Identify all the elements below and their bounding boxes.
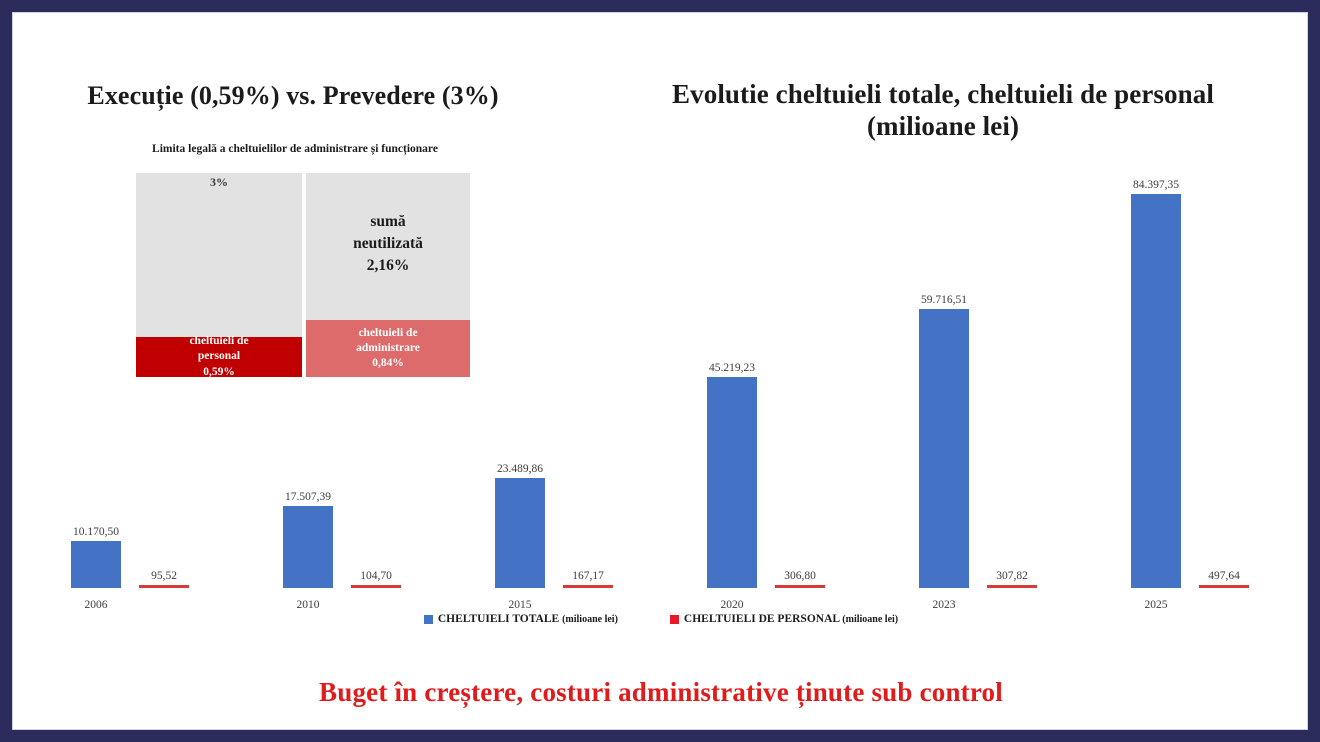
- left-panel-title: Execuție (0,59%) vs. Prevedere (3%): [87, 81, 499, 110]
- bar-personal-label-2006: 95,52: [151, 570, 177, 582]
- bar-group-2015: 23.489,86 167,17 2015: [451, 143, 663, 613]
- bar-personal-label-2015: 167,17: [572, 570, 604, 582]
- legend-swatch-icon: [423, 614, 433, 624]
- bar-total-2006[interactable]: [71, 540, 121, 588]
- bar-group-2020: 45.219,23 306,80 2020: [663, 143, 875, 613]
- mosaic-unused-line1: sumă: [370, 213, 406, 230]
- mosaic-block-administration: cheltuieli de administrare 0,84%: [306, 319, 470, 377]
- bar-personal-label-2023: 307,82: [996, 570, 1028, 582]
- mosaic-limit-label: 3%: [210, 175, 228, 189]
- mosaic-block-admin-line1: cheltuieli de: [358, 326, 418, 339]
- bar-personal-label-2010: 104,70: [360, 570, 392, 582]
- bar-total-label-2023: 59.716,51: [921, 294, 967, 307]
- bar-total-label-2015: 23.489,86: [497, 463, 543, 476]
- mosaic-block-personal-value: 0,59%: [203, 365, 235, 378]
- bar-total-label-2020: 45.219,23: [709, 361, 755, 374]
- legend-unit: (milioane lei): [842, 614, 899, 625]
- bar-total-2010[interactable]: [283, 506, 333, 588]
- mosaic-unused-value: 2,16%: [366, 257, 410, 274]
- bar-total-label-2025: 84.397,35: [1133, 179, 1179, 192]
- right-panel-title: Evolutie cheltuieli totale, cheltuieli d…: [603, 79, 1283, 143]
- mosaic-unused-line2: neutilizată: [353, 235, 423, 252]
- axis-category-2015: 2015: [508, 599, 532, 611]
- legend-item-total[interactable]: CHELTUIELI TOTALE (milioane lei): [423, 613, 618, 625]
- mosaic-column-administration: sumă neutilizată 2,16% cheltuieli de adm…: [306, 173, 470, 377]
- bar-personal-2015[interactable]: [563, 585, 613, 588]
- bar-personal-2025[interactable]: [1199, 585, 1249, 588]
- bar-personal-label-2020: 306,80: [784, 570, 816, 582]
- bar-chart-plot-area: 10.170,50 95,52 2006 17.507,39 104,70 2010 23.…: [27, 143, 1297, 613]
- bar-total-2023[interactable]: [919, 309, 969, 588]
- right-panel-title-line1: Evolutie cheltuieli totale, cheltuieli d…: [672, 79, 1214, 109]
- mosaic-block-personal-line2: personal: [197, 350, 241, 363]
- bar-total-2020[interactable]: [707, 376, 757, 588]
- bar-group-2006: 10.170,50 95,52 2006: [27, 143, 239, 613]
- axis-category-2006: 2006: [84, 599, 108, 611]
- mosaic-block-personal-line1: cheltuieli de: [189, 335, 249, 348]
- bar-personal-2020[interactable]: [775, 585, 825, 588]
- bar-total-label-2010: 17.507,39: [285, 491, 331, 504]
- bar-total-2025[interactable]: [1131, 194, 1181, 588]
- mosaic-chart-caption: Limita legală a cheltuielilor de adminis…: [152, 143, 438, 155]
- legend-unit: (milioane lei): [562, 614, 618, 625]
- bar-personal-label-2025: 497,64: [1208, 570, 1240, 582]
- legend-label: CHELTUIELI TOTALE (milioane lei): [437, 613, 618, 625]
- legend-swatch-icon: [669, 614, 679, 624]
- axis-category-2020: 2020: [720, 599, 744, 611]
- bar-total-label-2006: 10.170,50: [73, 525, 119, 538]
- chart-legend: CHELTUIELI TOTALE (milioane lei) CHELTUIE…: [13, 613, 1309, 625]
- bar-group-2025: 84.397,35 497,64 2025: [1087, 143, 1299, 613]
- right-panel-title-line2: (milioane lei): [866, 110, 1020, 141]
- axis-category-2023: 2023: [932, 599, 956, 611]
- mosaic-gray-left: [136, 173, 302, 337]
- mosaic-gray-right: [306, 173, 470, 320]
- legend-label: CHELTUIELI DE PERSONAL (milioane lei): [683, 613, 899, 625]
- mosaic-block-admin-line2: administrare: [356, 341, 420, 354]
- bar-personal-2006[interactable]: [139, 585, 189, 588]
- bar-personal-2023[interactable]: [987, 585, 1037, 588]
- axis-category-2025: 2025: [1144, 599, 1168, 611]
- mosaic-block-admin-value: 0,84%: [372, 357, 404, 370]
- legend-item-personal[interactable]: CHELTUIELI DE PERSONAL (milioane lei): [669, 613, 899, 625]
- bar-personal-2010[interactable]: [351, 585, 401, 588]
- axis-category-2010: 2010: [296, 599, 320, 611]
- mosaic-plot-area: 3% cheltuieli de personal 0,59% sumă neu…: [136, 173, 470, 378]
- slide-caption: Buget în creștere, costuri administrativ…: [319, 677, 1003, 707]
- bar-group-2010: 17.507,39 104,70 2010: [239, 143, 451, 613]
- slide-canvas: Execuție (0,59%) vs. Prevedere (3%) Evol…: [12, 12, 1308, 730]
- mosaic-column-personal: 3% cheltuieli de personal 0,59%: [136, 173, 302, 378]
- mosaic-block-personal: cheltuieli de personal 0,59%: [136, 335, 302, 378]
- mosaic-chart: Limita legală a cheltuielilor de adminis…: [100, 143, 490, 385]
- bar-group-2023: 59.716,51 307,82 2023: [875, 143, 1087, 613]
- bar-total-2015[interactable]: [495, 478, 545, 588]
- mosaic-unused-label: sumă neutilizată 2,16%: [306, 211, 470, 277]
